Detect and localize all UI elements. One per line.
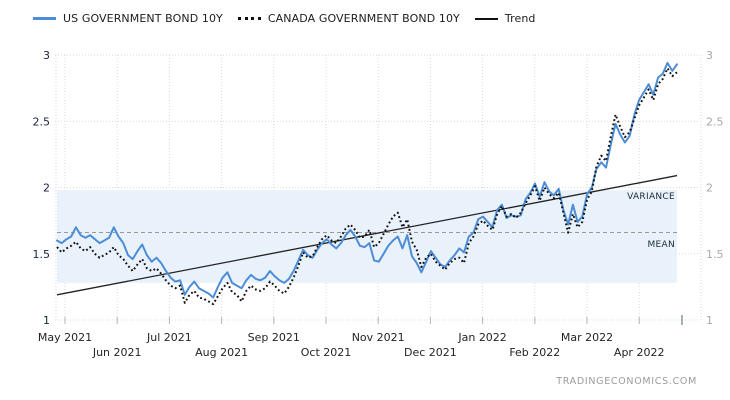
x-axis-month-label: May 2021	[38, 331, 92, 344]
legend-label-trend: Trend	[504, 12, 536, 25]
tradingeconomics-watermark: TRADINGECONOMICS.COM	[556, 376, 697, 387]
canada-series-line	[56, 67, 678, 306]
canada-dotted-line-swatch-icon	[237, 17, 261, 20]
y-axis-label-left: 1	[43, 314, 50, 327]
legend-item-canada-bond: CANADA GOVERNMENT BOND 10Y	[237, 12, 460, 25]
legend-item-us-bond: US GOVERNMENT BOND 10Y	[33, 12, 223, 25]
y-axis-label-right: 2.5	[706, 115, 724, 128]
x-axis-month-label: Sep 2021	[248, 331, 300, 344]
x-axis-month-label: Jul 2021	[146, 331, 192, 344]
trend-line	[56, 174, 678, 296]
y-axis-label-right: 1	[706, 314, 713, 327]
y-axis-label-left: 1.5	[33, 248, 51, 261]
y-axis-label-right: 1.5	[706, 248, 724, 261]
x-axis-month-label: Jun 2021	[92, 346, 142, 359]
x-axis-month-label: Nov 2021	[352, 331, 405, 344]
x-axis-month-label: Mar 2022	[561, 331, 613, 344]
trend-line-swatch-icon	[474, 17, 498, 20]
y-axis-label-left: 2	[43, 182, 50, 195]
y-axis-label-left: 2.5	[33, 115, 51, 128]
legend-label-us: US GOVERNMENT BOND 10Y	[63, 12, 223, 25]
y-axis-label-right: 3	[706, 49, 713, 62]
us-line-swatch-icon	[33, 17, 56, 20]
y-axis-label-right: 2	[706, 182, 713, 195]
x-axis-month-label: Feb 2022	[509, 346, 560, 359]
x-axis-month-label: Dec 2021	[404, 346, 457, 359]
x-axis-month-label: Apr 2022	[614, 346, 665, 359]
y-axis-label-left: 3	[43, 49, 50, 62]
x-axis-month-label: Jan 2022	[457, 331, 506, 344]
legend-item-trend: Trend	[474, 12, 536, 25]
mean-label: MEAN	[647, 240, 675, 250]
variance-label: VARIANCE	[627, 192, 675, 202]
x-axis-month-label: Oct 2021	[301, 346, 352, 359]
chart-legend: US GOVERNMENT BOND 10Y CANADA GOVERNMENT…	[33, 12, 536, 25]
legend-label-canada: CANADA GOVERNMENT BOND 10Y	[267, 12, 460, 25]
x-axis-month-label: Aug 2021	[195, 346, 248, 359]
us-series-line	[56, 61, 678, 299]
